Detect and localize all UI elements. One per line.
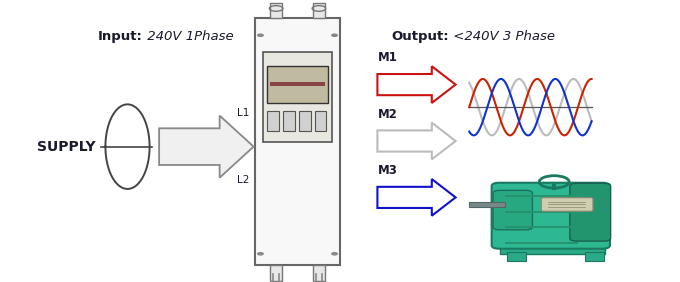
Bar xyxy=(315,111,326,131)
Bar xyxy=(267,111,279,131)
Text: L1: L1 xyxy=(237,108,250,118)
Circle shape xyxy=(258,34,263,36)
Circle shape xyxy=(332,253,337,255)
Bar xyxy=(313,265,325,281)
Bar xyxy=(267,66,328,103)
Circle shape xyxy=(258,253,263,255)
Bar xyxy=(270,3,282,18)
Bar xyxy=(507,252,526,261)
FancyArrow shape xyxy=(377,66,456,103)
Bar xyxy=(505,242,578,244)
Bar xyxy=(299,111,311,131)
Bar xyxy=(585,252,604,261)
Bar xyxy=(505,211,578,213)
Text: Output:: Output: xyxy=(391,30,449,43)
FancyBboxPatch shape xyxy=(493,190,532,230)
Bar xyxy=(255,18,340,265)
Text: 240V 1Phase: 240V 1Phase xyxy=(143,30,233,43)
Bar xyxy=(270,82,325,86)
Text: <240V 3 Phase: <240V 3 Phase xyxy=(449,30,555,43)
Bar xyxy=(500,245,605,254)
Text: L2: L2 xyxy=(237,175,250,186)
Bar xyxy=(505,195,578,197)
Text: M3: M3 xyxy=(377,164,397,177)
Bar xyxy=(270,265,282,281)
FancyArrow shape xyxy=(377,123,456,159)
FancyBboxPatch shape xyxy=(541,198,593,211)
Bar xyxy=(505,226,578,228)
Text: SUPPLY: SUPPLY xyxy=(37,140,96,154)
Circle shape xyxy=(332,34,337,36)
Text: M2: M2 xyxy=(377,108,397,121)
Bar xyxy=(283,111,295,131)
Text: Input:: Input: xyxy=(98,30,143,43)
Text: M1: M1 xyxy=(377,51,397,64)
FancyBboxPatch shape xyxy=(570,183,611,241)
FancyArrow shape xyxy=(377,179,456,216)
Bar xyxy=(313,3,325,18)
FancyBboxPatch shape xyxy=(492,183,610,249)
Bar xyxy=(469,202,505,207)
FancyArrow shape xyxy=(159,116,254,178)
Bar xyxy=(263,52,332,142)
